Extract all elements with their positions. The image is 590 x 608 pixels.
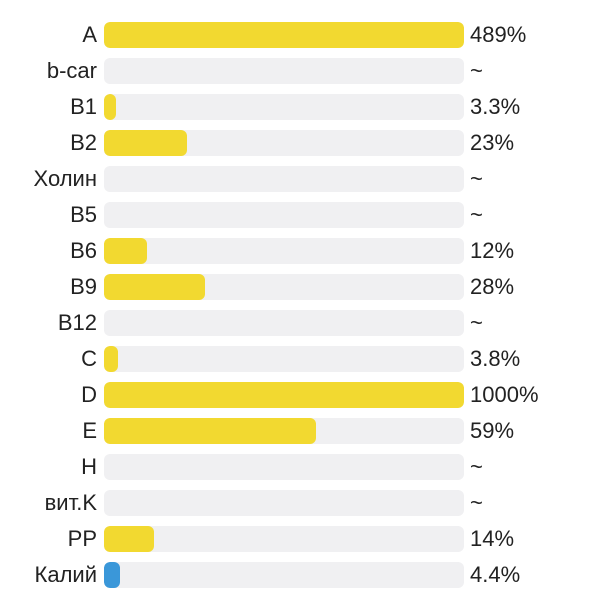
category-label: Холин — [33, 166, 97, 191]
bar — [104, 238, 148, 264]
bar-row: E 59% — [0, 418, 590, 444]
bar — [104, 130, 187, 156]
bar — [104, 94, 116, 120]
bar — [104, 418, 317, 444]
value-label: ~ — [470, 490, 483, 515]
value-label: ~ — [470, 454, 483, 479]
value-label: 4.4% — [470, 562, 521, 587]
bar-track — [104, 490, 464, 516]
category-label: B9 — [70, 274, 97, 299]
bar-row: B12 ~ — [0, 310, 590, 336]
category-label: H — [81, 454, 97, 479]
value-label: ~ — [470, 166, 483, 191]
bar-track — [104, 346, 464, 372]
bar-track — [104, 274, 464, 300]
value-label: ~ — [470, 58, 483, 83]
bar — [104, 526, 155, 552]
bar-row: Холин ~ — [0, 166, 590, 192]
bar-track — [104, 202, 464, 228]
category-label: B2 — [70, 130, 97, 155]
bar-row: Калий 4.4% — [0, 562, 590, 588]
category-label: B12 — [57, 310, 97, 335]
category-label: PP — [67, 526, 97, 551]
bar-row: A 489% — [0, 22, 590, 48]
bar-row: H ~ — [0, 454, 590, 480]
bar — [104, 346, 118, 372]
bar-track — [104, 94, 464, 120]
value-label: 3.3% — [470, 94, 521, 119]
value-label: 3.8% — [470, 346, 521, 371]
bar-row: C 3.8% — [0, 346, 590, 372]
bar-row: B5 ~ — [0, 202, 590, 228]
bar-track — [104, 22, 464, 48]
bar-row: B1 3.3% — [0, 94, 590, 120]
bar-track — [104, 310, 464, 336]
bar-track — [104, 454, 464, 480]
bar-row: B2 23% — [0, 130, 590, 156]
value-label: 28% — [470, 274, 515, 299]
value-label: 59% — [470, 418, 515, 443]
bar-track — [104, 526, 464, 552]
category-label: B6 — [70, 238, 97, 263]
bar-row: вит.K ~ — [0, 490, 590, 516]
category-label: D — [81, 382, 97, 407]
category-label: b-car — [46, 58, 97, 83]
bar-track — [104, 166, 464, 192]
bar-row: b-car ~ — [0, 58, 590, 84]
category-label: вит.K — [44, 490, 97, 515]
bar-track — [104, 562, 464, 588]
bar-track — [104, 238, 464, 264]
bar-row: PP 14% — [0, 526, 590, 552]
bar-track — [104, 130, 464, 156]
bar-row: B9 28% — [0, 274, 590, 300]
value-label: 1000% — [470, 382, 539, 407]
category-label: Калий — [34, 562, 97, 587]
bar — [104, 382, 464, 408]
category-label: C — [81, 346, 97, 371]
value-label: 14% — [470, 526, 515, 551]
value-label: 489% — [470, 22, 527, 47]
bar — [104, 22, 464, 48]
category-label: B5 — [70, 202, 97, 227]
category-label: E — [82, 418, 97, 443]
bar — [104, 274, 205, 300]
bar-track — [104, 58, 464, 84]
bar-row: B6 12% — [0, 238, 590, 264]
bar — [104, 562, 120, 588]
bar-track — [104, 418, 464, 444]
value-label: ~ — [470, 202, 483, 227]
value-label: 23% — [470, 130, 515, 155]
category-label: B1 — [70, 94, 97, 119]
bar-track — [104, 382, 464, 408]
category-label: A — [82, 22, 97, 47]
value-label: 12% — [470, 238, 515, 263]
value-label: ~ — [470, 310, 483, 335]
bar-row: D 1000% — [0, 382, 590, 408]
